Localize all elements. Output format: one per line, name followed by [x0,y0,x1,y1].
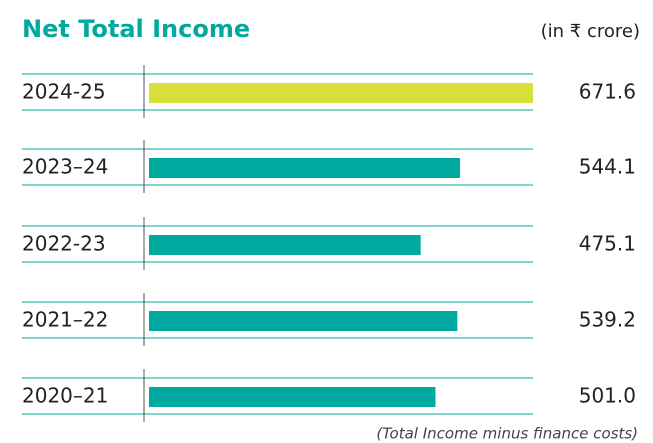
value-label: 475.1 [579,232,636,256]
value-label: 501.0 [579,384,636,408]
value-label: 539.2 [579,308,636,332]
bar [149,311,458,331]
category-label: 2024-25 [22,80,106,104]
bar [149,158,461,178]
bar [149,83,533,103]
category-label: 2022-23 [22,232,106,256]
category-label: 2023–24 [22,155,108,179]
category-label: 2021–22 [22,308,108,332]
bar [149,235,421,255]
category-label: 2020–21 [22,384,108,408]
footnote: (Total Income minus finance costs) [376,425,638,443]
bar [149,387,436,407]
value-label: 671.6 [579,80,636,104]
value-label: 544.1 [579,155,636,179]
chart-title: Net Total Income [22,15,250,43]
unit-note: (in ₹ crore) [541,21,640,42]
